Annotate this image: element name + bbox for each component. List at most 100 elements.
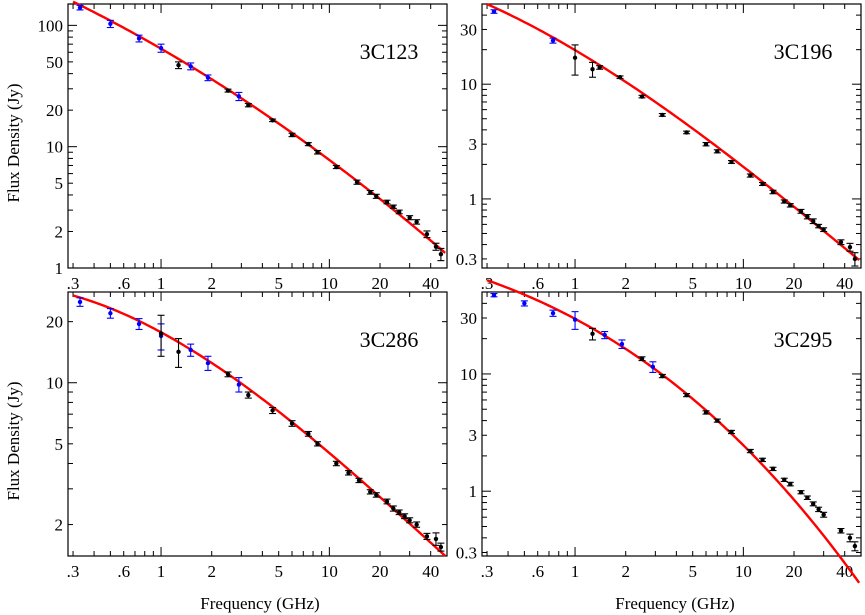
data-point — [332, 164, 340, 170]
data-point — [520, 300, 528, 307]
data-point — [683, 130, 691, 135]
x-tick-label: .3 — [481, 562, 494, 581]
data-point — [809, 218, 817, 225]
x-tick-label: 20 — [786, 562, 803, 581]
data-point — [288, 132, 296, 138]
x-tick-label: 1 — [571, 562, 580, 581]
data-point — [401, 513, 409, 520]
x-tick-label: 20 — [372, 562, 389, 581]
data-point — [780, 477, 788, 483]
data-point — [683, 392, 691, 398]
data-point — [702, 410, 710, 415]
x-tick-label: 2 — [621, 562, 630, 581]
data-point — [304, 430, 312, 437]
data-point — [713, 418, 721, 423]
data-point — [846, 533, 854, 543]
x-tick-label: .6 — [531, 562, 544, 581]
data-point — [345, 470, 353, 476]
data-point — [616, 75, 624, 80]
data-point — [571, 44, 579, 76]
data-point — [395, 509, 403, 516]
y-tick-label: 3 — [469, 426, 478, 445]
y-tick-label: 20 — [46, 313, 63, 332]
data-point — [490, 292, 498, 298]
series-black-points — [571, 44, 859, 267]
data-point — [638, 356, 646, 362]
data-point — [106, 19, 114, 29]
data-point — [809, 501, 817, 507]
y-axis-label-bottom: Flux Density (Jy) — [4, 382, 23, 501]
x-tick-label: .3 — [67, 562, 80, 581]
data-point — [780, 199, 788, 204]
y-tick-label: 10 — [46, 138, 63, 157]
data-point — [175, 338, 183, 368]
x-tick-label: 40 — [422, 274, 439, 293]
data-point — [851, 541, 859, 552]
data-point — [759, 457, 767, 463]
fit-curve — [72, 294, 446, 557]
x-tick-label: 2 — [207, 562, 216, 581]
data-point — [366, 189, 374, 195]
source-label: 3C286 — [360, 327, 419, 352]
data-point — [437, 247, 445, 262]
y-tick-label: 10 — [460, 365, 477, 384]
series-blue-points — [76, 297, 243, 393]
x-tick-label: 40 — [836, 274, 853, 293]
series-blue-points — [490, 9, 557, 44]
data-point — [389, 204, 397, 209]
x-tick-label: .6 — [531, 274, 544, 293]
data-point — [727, 159, 735, 165]
data-point — [769, 466, 777, 472]
data-point — [76, 297, 84, 307]
y-tick-label: 1 — [55, 259, 64, 278]
y-tick-label: 5 — [55, 435, 64, 454]
data-point — [658, 373, 666, 379]
fit-curve — [486, 279, 861, 584]
y-tick-label: 2 — [55, 516, 64, 535]
data-point — [224, 371, 232, 378]
data-point — [106, 308, 114, 319]
data-point — [837, 239, 845, 246]
x-tick-label: 20 — [372, 274, 389, 293]
y-tick-label: 100 — [38, 16, 64, 35]
data-point — [269, 118, 277, 123]
data-point — [413, 219, 421, 225]
x-tick-label: 5 — [274, 562, 283, 581]
x-tick-label: .3 — [67, 274, 80, 293]
data-point — [815, 506, 823, 513]
data-point — [589, 327, 597, 341]
data-point — [383, 199, 391, 205]
y-axis-label-top: Flux Density (Jy) — [4, 84, 23, 203]
x-tick-label: 1 — [571, 274, 580, 293]
data-point — [244, 102, 252, 108]
x-tick-label: 10 — [321, 274, 338, 293]
data-point — [406, 215, 414, 221]
data-point — [187, 343, 195, 357]
x-tick-label: 10 — [735, 562, 752, 581]
x-tick-label: 10 — [321, 562, 338, 581]
data-point — [304, 141, 312, 147]
x-axis-label-right: Frequency (GHz) — [615, 594, 734, 613]
data-point — [786, 203, 794, 208]
data-point — [803, 214, 811, 220]
data-point — [786, 481, 794, 487]
data-point — [549, 37, 557, 44]
data-point — [389, 505, 397, 512]
x-tick-label: 1 — [157, 274, 166, 293]
axis-ticks — [482, 291, 862, 556]
y-tick-label: 5 — [55, 174, 64, 193]
data-point — [157, 314, 165, 357]
data-point — [851, 252, 859, 267]
data-point — [235, 91, 243, 102]
plot-frame — [67, 3, 448, 269]
source-label: 3C295 — [774, 327, 833, 352]
x-tick-label: 2 — [207, 274, 216, 293]
x-tick-label: .6 — [117, 562, 130, 581]
axis-ticks — [68, 4, 448, 269]
data-point — [355, 477, 363, 484]
plot-frame — [481, 291, 862, 557]
series-black-points — [157, 314, 445, 552]
data-point — [204, 74, 212, 82]
series-black-points — [175, 61, 445, 262]
